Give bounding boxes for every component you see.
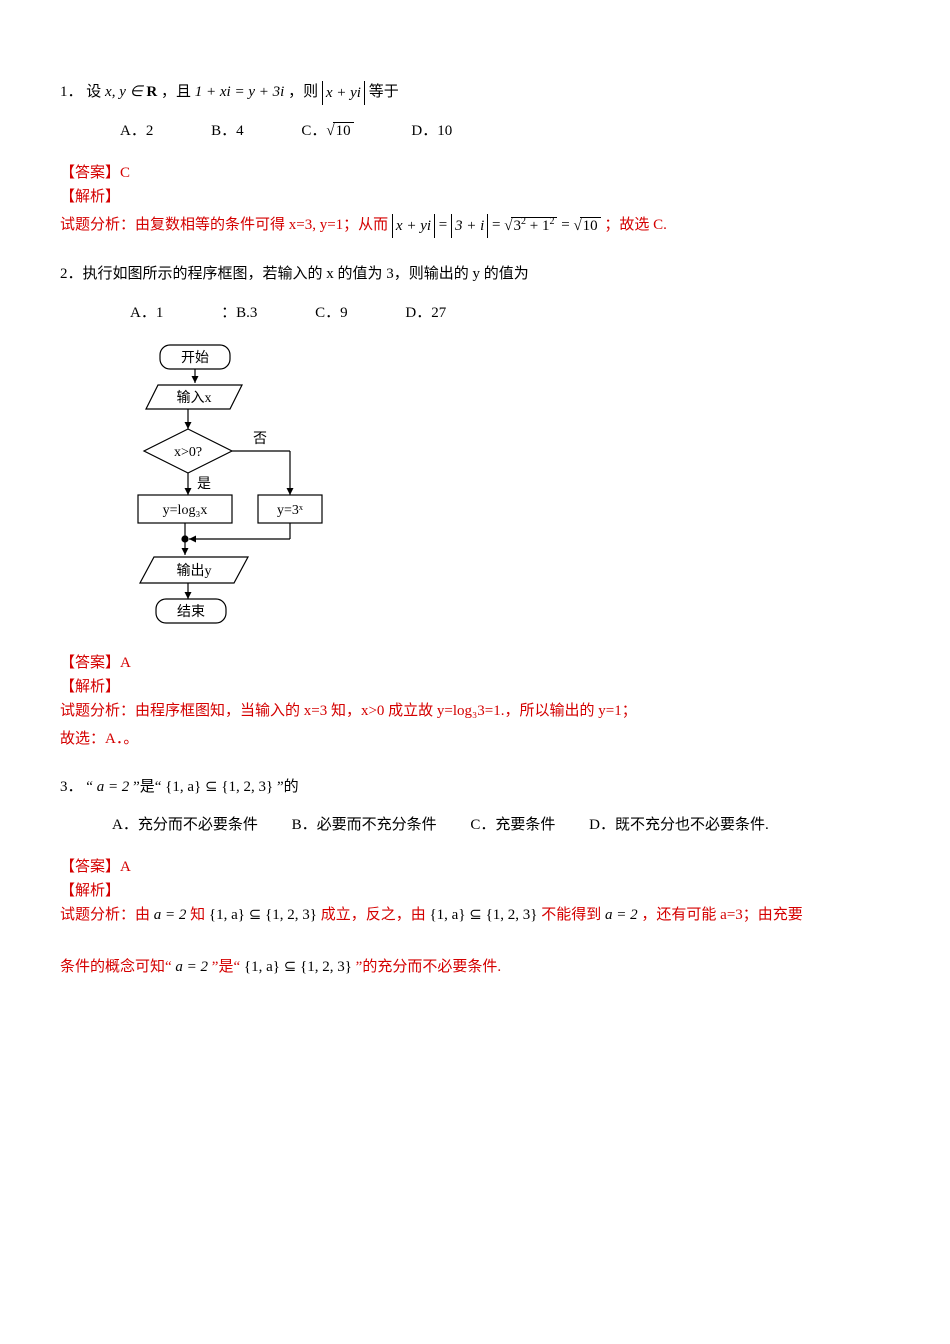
q3-number: 3．	[60, 779, 83, 795]
q1-analysis: 试题分析：由复数相等的条件可得 x=3, y=1；从而 x + yi = 3 +…	[60, 213, 890, 238]
fc-yes-label: 是	[197, 477, 211, 492]
q3-answer: 【答案】A	[60, 855, 890, 879]
q1-answer: 【答案】C	[60, 161, 890, 185]
q2-opt-b: ：B.3	[221, 301, 257, 325]
q2-analysis-1: 试题分析：由程序框图知，当输入的 x=3 知，x>0 成立故 y=log₃3=1…	[60, 699, 890, 723]
q2: 2．执行如图所示的程序框图，若输入的 x 的值为 3，则输出的 y 的值为	[60, 262, 890, 286]
q3-analysis-label: 【解析】	[60, 879, 890, 903]
q2-opt-d: D．27	[405, 301, 446, 325]
fc-no-label: 否	[253, 432, 267, 447]
q1-options: A．2 B．4 C．√10 D．10	[120, 119, 890, 144]
q1-mid1: ，且	[161, 84, 191, 100]
q3: 3． “ a = 2 ”是“ {1, a} ⊆ {1, 2, 3} ”的	[60, 775, 890, 799]
q3-a-eq: a = 2	[97, 779, 130, 795]
q3-opt-a: A．充分而不必要条件	[112, 813, 258, 837]
q2-flowchart: 开始 输入x x>0? 否 是 y=log₃x y=3ˣ 输出y 结束	[100, 343, 890, 641]
q3-analysis-line1: 试题分析：由 a = 2 知 {1, a} ⊆ {1, 2, 3} 成立，反之，…	[60, 903, 890, 927]
fc-start: 开始	[181, 350, 209, 366]
q1-opt-d: D．10	[411, 119, 452, 143]
q1-opt-c: C．√10	[301, 119, 353, 144]
q1: 1． 设 x, y ∈ R ，且 1 + xi = y + 3i ，则 x + …	[60, 80, 890, 105]
sqrt-icon: √32 + 12	[504, 214, 557, 238]
q3-analysis-line2: 条件的概念可知“ a = 2 ”是“ {1, a} ⊆ {1, 2, 3} ”的…	[60, 955, 890, 979]
q3-opt-c: C．充要条件	[470, 813, 555, 837]
q2-answer: 【答案】A	[60, 651, 890, 675]
q2-analysis-label: 【解析】	[60, 675, 890, 699]
q2-options: A．1 ：B.3 C．9 D．27	[130, 300, 890, 325]
fc-cond: x>0?	[174, 445, 202, 460]
q3-options: A．充分而不必要条件 B．必要而不充分条件 C．充要条件 D．既不充分也不必要条…	[112, 813, 890, 838]
q3-opt-d: D．既不充分也不必要条件.	[589, 813, 769, 837]
sqrt-icon: √10	[573, 214, 600, 238]
fc-end: 结束	[177, 604, 205, 620]
q2-opt-c: C．9	[315, 301, 348, 325]
sqrt-icon: √10	[326, 119, 353, 143]
q2-number: 2．	[60, 266, 83, 282]
q2-opt-a: A．1	[130, 301, 163, 325]
q2-analysis-2: 故选：A．。	[60, 727, 890, 751]
q1-abs: x + yi	[322, 81, 365, 105]
q1-opt-b: B．4	[211, 119, 244, 143]
fc-output: 输出y	[177, 563, 212, 579]
fc-no-box: y=3ˣ	[277, 503, 304, 518]
q1-suffix: 等于	[369, 84, 399, 100]
q1-eq: 1 + xi = y + 3i	[195, 84, 285, 100]
q1-analysis-label: 【解析】	[60, 185, 890, 209]
q1-opt-a: A．2	[120, 119, 153, 143]
q1-xy: x, y ∈ R	[105, 84, 157, 100]
fc-input: 输入x	[177, 390, 212, 406]
fc-yes-box: y=log₃x	[163, 503, 208, 518]
q3-opt-b: B．必要而不充分条件	[292, 813, 437, 837]
q2-text: 执行如图所示的程序框图，若输入的 x 的值为 3，则输出的 y 的值为	[83, 266, 529, 282]
q1-mid2: ，则	[288, 84, 318, 100]
q1-prefix: 设	[86, 84, 101, 100]
q1-number: 1．	[60, 84, 83, 100]
